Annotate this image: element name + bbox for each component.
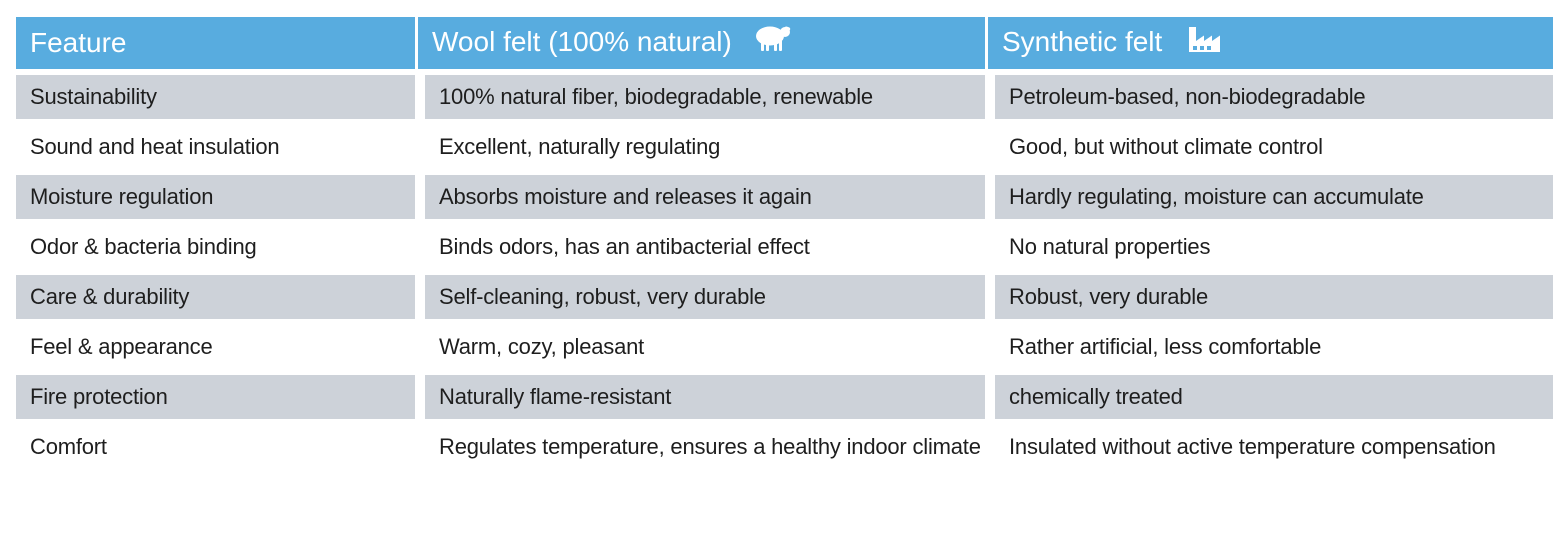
table-row: Comfort Regulates temperature, ensures a…: [16, 419, 1553, 469]
header-label-synthetic-felt: Synthetic felt: [1002, 25, 1163, 57]
cell-feature: Moisture regulation: [16, 169, 415, 219]
sheep-icon: [752, 23, 792, 60]
cell-wool: Warm, cozy, pleasant: [415, 319, 985, 369]
cell-wool: 100% natural fiber, biodegradable, renew…: [415, 69, 985, 119]
header-cell-synthetic-felt: Synthetic felt: [985, 17, 1553, 69]
table-row: Feel & appearance Warm, cozy, pleasant R…: [16, 319, 1553, 369]
cell-feature: Fire protection: [16, 369, 415, 419]
header-row: Feature Wool felt (100% natural): [16, 17, 1553, 69]
cell-feature: Care & durability: [16, 269, 415, 319]
table-row: Moisture regulation Absorbs moisture and…: [16, 169, 1553, 219]
header-label-feature: Feature: [30, 27, 127, 58]
table-row: Sustainability 100% natural fiber, biode…: [16, 69, 1553, 119]
cell-feature: Odor & bacteria binding: [16, 219, 415, 269]
header-label-wool-felt: Wool felt (100% natural): [432, 25, 732, 57]
table-row: Sound and heat insulation Excellent, nat…: [16, 119, 1553, 169]
cell-wool: Self-cleaning, robust, very durable: [415, 269, 985, 319]
factory-icon: [1186, 23, 1222, 60]
comparison-table: Feature Wool felt (100% natural): [16, 17, 1553, 469]
header-cell-feature: Feature: [16, 17, 415, 69]
cell-wool: Binds odors, has an antibacterial effect: [415, 219, 985, 269]
table-row: Odor & bacteria binding Binds odors, has…: [16, 219, 1553, 269]
cell-synthetic: chemically treated: [985, 369, 1553, 419]
cell-wool: Naturally flame-resistant: [415, 369, 985, 419]
cell-synthetic: Rather artificial, less comfortable: [985, 319, 1553, 369]
cell-synthetic: No natural properties: [985, 219, 1553, 269]
header-cell-wool-felt: Wool felt (100% natural): [415, 17, 985, 69]
table-row: Fire protection Naturally flame-resistan…: [16, 369, 1553, 419]
cell-synthetic: Hardly regulating, moisture can accumula…: [985, 169, 1553, 219]
cell-synthetic: Insulated without active temperature com…: [985, 419, 1553, 469]
cell-synthetic: Petroleum-based, non-biodegradable: [985, 69, 1553, 119]
cell-feature: Comfort: [16, 419, 415, 469]
cell-synthetic: Good, but without climate control: [985, 119, 1553, 169]
cell-feature: Sustainability: [16, 69, 415, 119]
cell-feature: Sound and heat insulation: [16, 119, 415, 169]
cell-wool: Regulates temperature, ensures a healthy…: [415, 419, 985, 469]
cell-wool: Excellent, naturally regulating: [415, 119, 985, 169]
table-row: Care & durability Self-cleaning, robust,…: [16, 269, 1553, 319]
cell-feature: Feel & appearance: [16, 319, 415, 369]
comparison-table-wrapper: Feature Wool felt (100% natural): [16, 17, 1553, 469]
cell-wool: Absorbs moisture and releases it again: [415, 169, 985, 219]
cell-synthetic: Robust, very durable: [985, 269, 1553, 319]
